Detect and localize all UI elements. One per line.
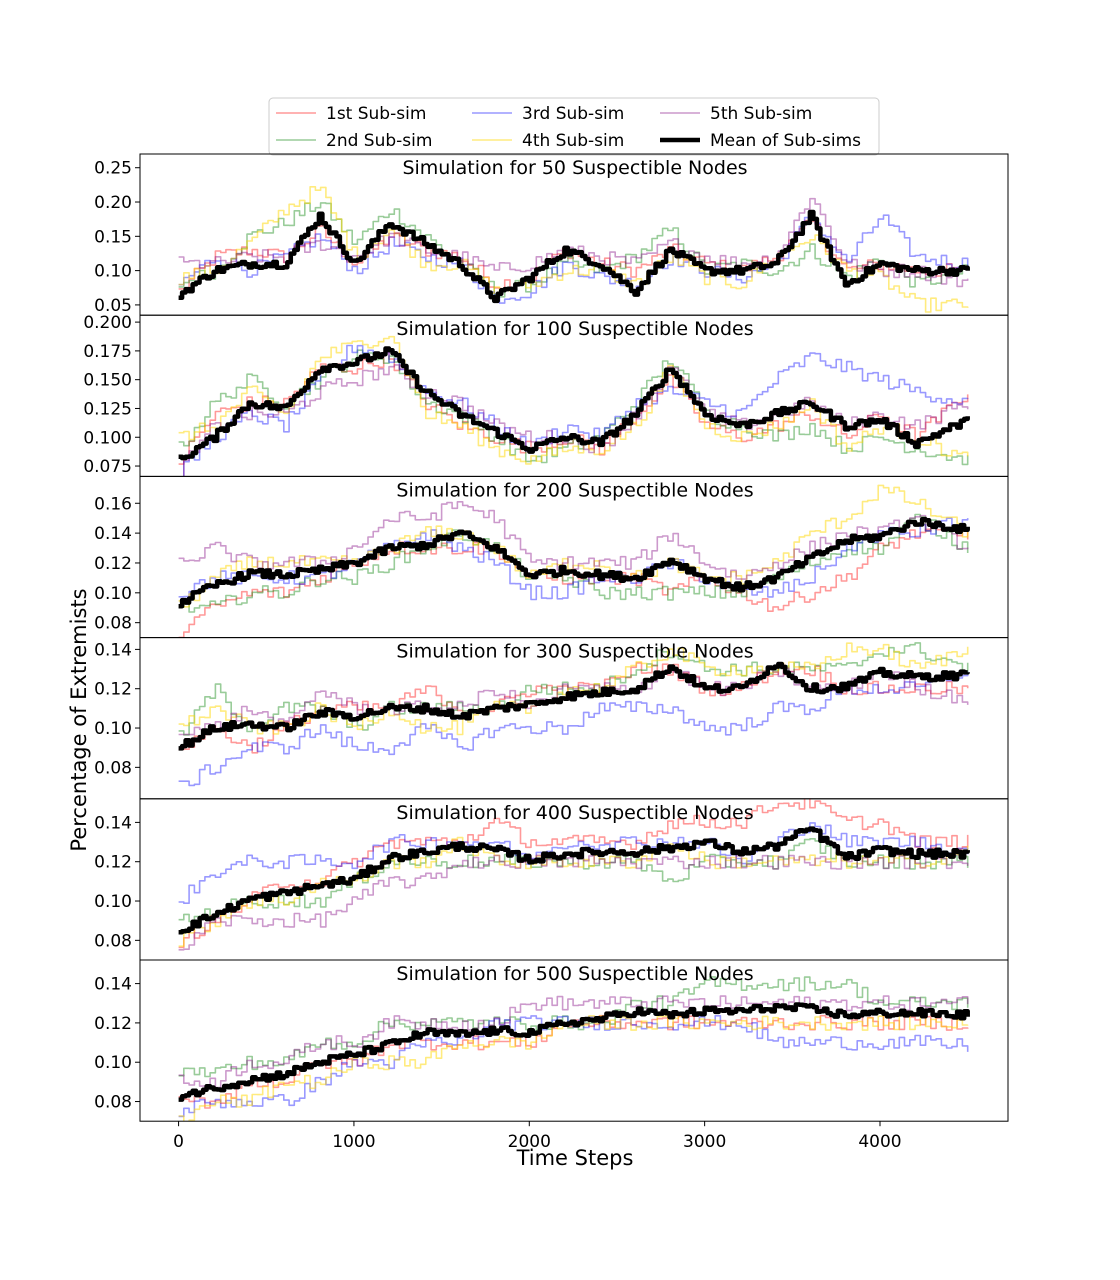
- legend-frame: [268, 97, 880, 156]
- panel-2: 0.075 0.100 0.125 0.150 0.175 0.200 Simulation…: [83, 313, 1009, 477]
- panel-frame: [139, 959, 1009, 1122]
- panel-title: Simulation for 200 Suspectible Nodes: [396, 479, 753, 501]
- legend-label: 2nd Sub-sim: [326, 131, 432, 151]
- subplot-panels: 0.05 0.10 0.15 0.20 0.25 Simulation for 50 Su…: [83, 153, 1009, 1122]
- subsim-series-line-5: [178, 501, 969, 580]
- legend-label: 5th Sub-sim: [710, 104, 812, 124]
- y-tick-label: 0.08: [94, 1093, 132, 1113]
- mean-series-line: [178, 1002, 970, 1102]
- y-tick-label: 0.14: [94, 524, 132, 544]
- y-tick-label: 0.20: [94, 193, 132, 213]
- series-lines: [178, 335, 970, 477]
- y-tick-label: 0.08: [94, 758, 132, 778]
- y-tick-label: 0.16: [94, 494, 132, 514]
- subsim-series-line-2: [178, 642, 969, 736]
- subsim-series-line-1: [178, 1014, 969, 1109]
- y-tick-label: 0.14: [94, 975, 132, 995]
- x-axis-label: Time Steps: [516, 1146, 634, 1170]
- series-lines: [178, 976, 970, 1122]
- subsim-series-line-2: [178, 513, 969, 613]
- y-tick-label: 0.12: [94, 853, 132, 873]
- y-tick-label: 0.10: [94, 892, 132, 912]
- legend-label: 1st Sub-sim: [326, 104, 426, 124]
- series-lines: [178, 186, 970, 313]
- y-tick-label: 0.12: [94, 554, 132, 574]
- x-tick-label: 4000: [858, 1132, 901, 1152]
- subsim-series-line-5: [183, 364, 969, 477]
- y-tick-label: 0.12: [94, 1014, 132, 1034]
- legend-label: Mean of Sub-sims: [710, 131, 861, 151]
- y-tick-label: 0.15: [94, 227, 132, 247]
- y-tick-label: 0.100: [83, 428, 132, 448]
- panel-title: Simulation for 500 Suspectible Nodes: [396, 963, 753, 985]
- x-tick-label: 2000: [508, 1132, 551, 1152]
- y-tick-label: 0.25: [94, 159, 132, 179]
- subsim-series-line-3: [178, 671, 969, 787]
- y-tick-label: 0.14: [94, 813, 132, 833]
- panel-title: Simulation for 100 Suspectible Nodes: [396, 318, 753, 340]
- subsim-series-line-3: [178, 822, 969, 904]
- legend-label: 3rd Sub-sim: [522, 104, 624, 124]
- series-lines: [178, 642, 970, 787]
- y-tick-label: 0.125: [83, 399, 132, 419]
- x-tick-label: 0: [173, 1132, 184, 1152]
- x-tick-label: 1000: [332, 1132, 375, 1152]
- x-tick-label: 3000: [683, 1132, 726, 1152]
- y-tick-label: 0.150: [83, 371, 132, 391]
- mean-series-line: [178, 346, 970, 461]
- y-tick-label: 0.10: [94, 584, 132, 604]
- panel-title: Simulation for 300 Suspectible Nodes: [396, 641, 753, 663]
- subsim-series-line-5: [178, 854, 969, 951]
- mean-series-line: [178, 661, 970, 751]
- panel-6: 0.08 0.10 0.12 0.14 Simulation for 500 Suspe…: [94, 959, 1009, 1122]
- mean-series-line: [178, 517, 970, 609]
- legend-label: 4th Sub-sim: [522, 131, 624, 151]
- y-tick-label: 0.05: [94, 296, 132, 316]
- y-tick-label: 0.08: [94, 614, 132, 634]
- subsim-series-line-3: [183, 344, 969, 477]
- subsim-series-line-5: [178, 995, 969, 1089]
- subsim-series-line-4: [178, 335, 969, 465]
- y-tick-label: 0.14: [94, 640, 132, 660]
- panel-5: 0.08 0.10 0.12 0.14 Simulation for 400 Suspe…: [94, 798, 1009, 961]
- subsim-series-line-3: [178, 1015, 969, 1118]
- y-tick-label: 0.10: [94, 1053, 132, 1073]
- y-tick-label: 0.200: [83, 313, 132, 333]
- legend: 1st Sub-sim 2nd Sub-sim 3rd Sub-sim 4th Sub…: [268, 97, 880, 156]
- panel-3: 0.08 0.10 0.12 0.14 0.16 Simulation for 200 S…: [94, 475, 1009, 639]
- y-tick-label: 0.10: [94, 262, 132, 282]
- subsim-series-line-2: [178, 976, 969, 1078]
- shared-x-axis: 0 1000 2000 3000 4000: [173, 1121, 902, 1152]
- panel-4: 0.08 0.10 0.12 0.14 Simulation for 300 Suspe…: [94, 637, 1009, 800]
- mean-series-line: [178, 826, 970, 935]
- subsim-series-line-4: [178, 484, 969, 608]
- panel-title: Simulation for 400 Suspectible Nodes: [396, 802, 753, 824]
- mean-series-line: [178, 209, 970, 304]
- series-lines: [178, 484, 970, 638]
- panel-1: 0.05 0.10 0.15 0.20 0.25 Simulation for 50 Su…: [94, 153, 1009, 316]
- subsim-series-line-1: [178, 662, 969, 754]
- y-tick-label: 0.08: [94, 931, 132, 951]
- series-lines: [178, 798, 970, 951]
- y-axis-label: Percentage of Extremists: [67, 588, 91, 851]
- y-tick-label: 0.10: [94, 719, 132, 739]
- y-tick-label: 0.075: [83, 457, 132, 477]
- subsim-series-line-4: [178, 186, 969, 313]
- y-tick-label: 0.175: [83, 342, 132, 362]
- panel-title: Simulation for 50 Suspectible Nodes: [402, 157, 747, 179]
- y-tick-label: 0.12: [94, 680, 132, 700]
